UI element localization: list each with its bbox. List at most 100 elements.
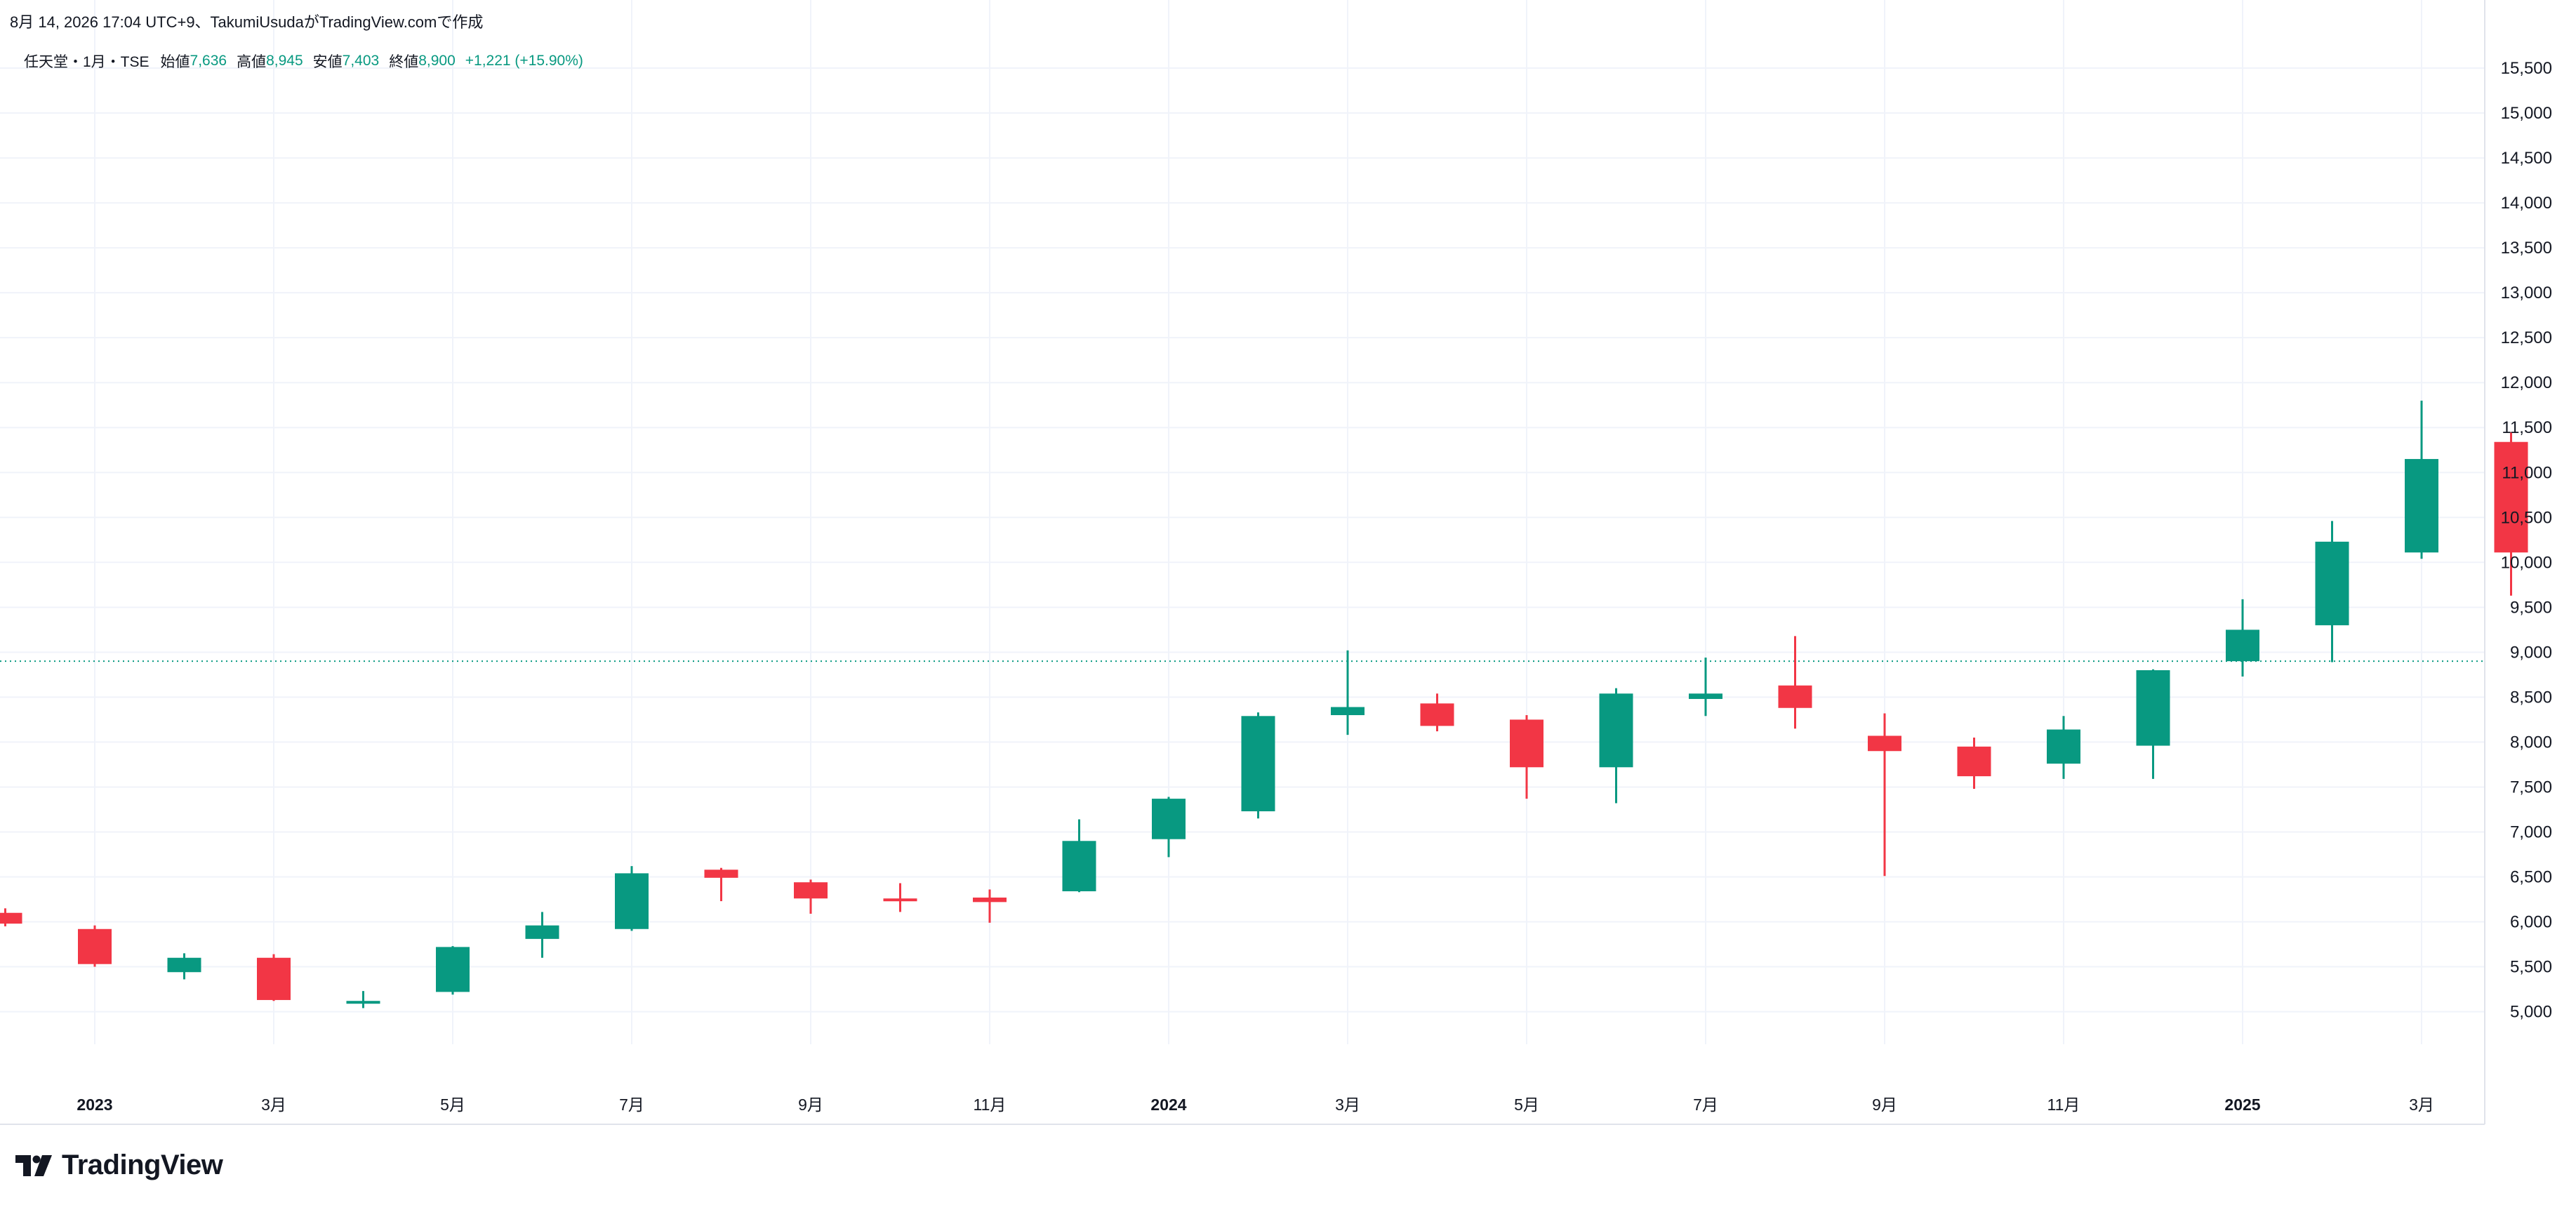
candle-body [2047,729,2080,764]
candle-body [2226,630,2259,662]
candle [1957,738,1991,790]
candle-body [1062,841,1096,891]
candle-layer: D [0,400,2528,1008]
y-tick-label: 8,000 [2510,733,2552,752]
candle [2494,432,2528,596]
x-tick-label: 2025 [2224,1096,2260,1114]
x-tick-label: 9月 [798,1096,823,1114]
candle-body [794,882,828,899]
y-tick-label: 9,500 [2510,598,2552,617]
x-tick-label: 5月 [440,1096,465,1114]
candle-body [1510,719,1543,768]
candle [1420,693,1454,732]
candle-body [1957,746,1991,777]
candle [615,866,649,931]
y-tick-label: 10,500 [2501,508,2552,527]
candle [1152,797,1186,858]
y-tick-label: 6,000 [2510,913,2552,932]
change-value: +1,221 (+15.90%) [465,53,583,69]
y-tick-label: 5,000 [2510,1003,2552,1022]
candle-body [1689,693,1722,699]
candle [794,879,828,914]
y-tick-label: 13,500 [2501,239,2552,258]
tradingview-wordmark: TradingView [62,1150,223,1180]
candle-body [973,897,1007,903]
candle-body [1778,685,1812,708]
candle [1331,650,1365,735]
y-tick-label: 14,500 [2501,149,2552,168]
y-tick-label: 6,500 [2510,868,2552,887]
candle-body [436,947,470,992]
ohlc-legend: 任天堂・1月・TSE 始値 7,636 高値 8,945 安値 7,403 終値… [24,51,583,72]
x-tick-label: 2023 [77,1096,112,1114]
candle-body [0,912,22,924]
candle [1599,688,1633,804]
candle [704,867,738,902]
candle [257,954,291,1001]
candle-body [2494,441,2528,553]
y-tick-label: 8,500 [2510,688,2552,707]
x-tick-label: 7月 [1693,1096,1718,1114]
candle-body [1868,735,1901,752]
candle-body [167,957,201,973]
x-tick-label: 3月 [1335,1096,1360,1114]
high-value: 8,945 [266,53,303,69]
candle-body [2136,670,2170,746]
candle [2047,716,2080,779]
candle-body [525,925,559,939]
candle-body [2405,459,2438,553]
candle [78,925,112,967]
y-tick-label: 7,000 [2510,823,2552,841]
x-tick-label: 9月 [1872,1096,1897,1114]
candle [525,912,559,958]
close-label: 終値 [389,54,419,70]
x-tick-label: 11月 [974,1096,1007,1114]
open-label: 始値 [160,54,190,70]
y-tick-label: 5,500 [2510,958,2552,977]
snapshot-caption: 8月 14, 2026 17:04 UTC+9、TakumiUsudaがTrad… [10,13,484,31]
candle [1778,636,1812,729]
candle-body [257,957,291,1000]
y-tick-label: 12,500 [2501,328,2552,347]
candle [167,953,201,980]
candle [1510,715,1543,799]
x-tick-label: 11月 [2047,1096,2080,1114]
candle-body [2315,541,2349,625]
y-tick-label: 11,500 [2502,418,2552,437]
low-label: 安値 [312,54,343,70]
candle-body [883,898,917,902]
candle-body [1241,716,1275,812]
tradingview-logo-icon [15,1154,52,1176]
time-axis: 3月20233月5月7月9月11月20243月5月7月9月11月20253月5月… [0,1096,2485,1125]
candle [2315,521,2349,662]
y-tick-label: 10,000 [2501,553,2552,572]
grid-layer [0,0,2485,1044]
candle-body [704,870,738,878]
y-tick-label: 11,000 [2502,463,2552,482]
candle-body [1420,703,1454,726]
high-label: 高値 [237,54,267,70]
y-tick-label: 14,000 [2501,194,2552,213]
candle-body [1599,693,1633,768]
candle-body [1331,707,1365,716]
tradingview-logo[interactable]: TradingView [15,1150,223,1181]
candle [436,946,470,995]
candle [346,991,380,1008]
candle [0,908,22,926]
y-tick-label: 7,500 [2510,778,2552,797]
candle-body [1152,799,1186,839]
x-tick-label: 2024 [1150,1096,1186,1114]
candle [1241,712,1275,819]
candle [2405,400,2438,559]
candle [1868,713,1901,877]
candle [883,883,917,912]
close-value: 8,900 [418,53,456,69]
candle [1062,819,1096,893]
candle-body [615,873,649,929]
candle [973,889,1007,923]
y-tick-label: 9,000 [2510,643,2552,662]
symbol-label[interactable]: 任天堂・1月・TSE [24,54,150,70]
open-value: 7,636 [190,53,227,69]
